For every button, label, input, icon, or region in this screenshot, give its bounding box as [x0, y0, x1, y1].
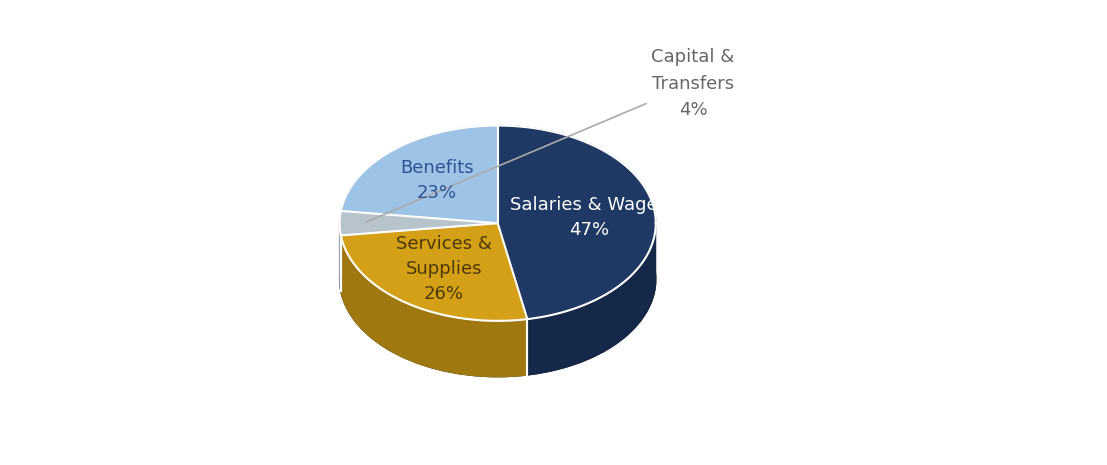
Text: Services &
Supplies
26%: Services & Supplies 26% — [396, 235, 492, 303]
Polygon shape — [341, 235, 527, 377]
Polygon shape — [340, 224, 341, 291]
Polygon shape — [341, 223, 527, 321]
Ellipse shape — [340, 181, 655, 377]
Polygon shape — [498, 126, 655, 319]
Text: Capital &
Transfers
4%: Capital & Transfers 4% — [366, 48, 735, 222]
Polygon shape — [340, 211, 498, 235]
Text: Benefits
23%: Benefits 23% — [401, 159, 474, 202]
Polygon shape — [341, 126, 498, 223]
Polygon shape — [527, 229, 655, 375]
Text: Salaries & Wages
47%: Salaries & Wages 47% — [510, 196, 668, 239]
